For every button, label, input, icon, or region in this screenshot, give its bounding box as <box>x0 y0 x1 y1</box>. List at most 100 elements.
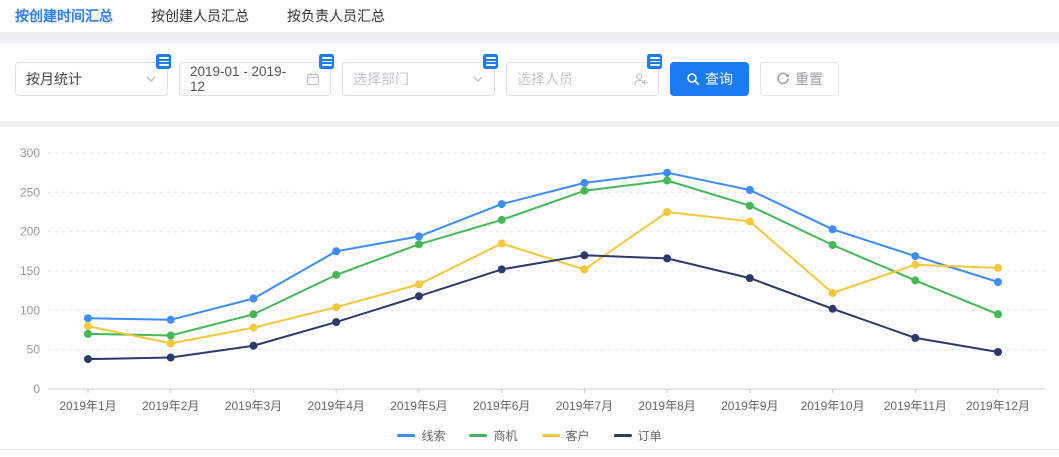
department-select[interactable]: 选择部门 <box>342 54 498 96</box>
data-point[interactable] <box>828 289 837 297</box>
data-point[interactable] <box>166 331 175 340</box>
data-point[interactable] <box>911 276 920 285</box>
x-axis-label: 2019年8月 <box>638 399 695 413</box>
legend-label: 商机 <box>493 429 518 443</box>
legend-item-客户[interactable]: 客户 <box>541 427 590 444</box>
search-button-label: 查询 <box>705 71 733 87</box>
data-point[interactable] <box>828 304 837 313</box>
series-line-商机 <box>87 179 999 337</box>
data-point[interactable] <box>332 303 341 312</box>
data-point[interactable] <box>84 322 92 331</box>
section-divider <box>0 121 1059 127</box>
data-point[interactable] <box>911 252 920 261</box>
data-point[interactable] <box>414 280 423 289</box>
legend-label: 客户 <box>565 429 590 443</box>
data-point[interactable] <box>332 318 341 327</box>
data-point[interactable] <box>497 265 506 274</box>
x-axis-label: 2019年11月 <box>884 399 947 413</box>
data-point[interactable] <box>414 240 423 249</box>
data-point[interactable] <box>994 310 1002 319</box>
data-point[interactable] <box>249 341 258 350</box>
chevron-down-icon <box>472 73 484 85</box>
data-point[interactable] <box>663 176 672 185</box>
legend-marker-icon <box>469 434 488 437</box>
data-point[interactable] <box>332 270 341 279</box>
data-point[interactable] <box>580 186 589 195</box>
data-point[interactable] <box>166 315 175 324</box>
data-point[interactable] <box>663 254 672 263</box>
chart-panel: 0 50 100 150 200 250 300 2019年1月 2019年2月 2019年3月 2… <box>0 127 1059 450</box>
data-point[interactable] <box>497 200 506 209</box>
data-point[interactable] <box>745 217 754 226</box>
data-point[interactable] <box>828 225 837 234</box>
data-point[interactable] <box>84 314 92 323</box>
legend-item-订单[interactable]: 订单 <box>613 427 662 444</box>
person-input[interactable] <box>517 71 627 87</box>
department-placeholder: 选择部门 <box>353 71 409 87</box>
data-point[interactable] <box>580 265 589 274</box>
series-line-订单 <box>87 254 999 361</box>
reset-button[interactable]: 重置 <box>760 62 839 96</box>
chevron-down-icon <box>145 73 157 85</box>
data-point[interactable] <box>414 292 423 301</box>
data-point[interactable] <box>994 263 1002 272</box>
person-picker[interactable] <box>506 54 662 96</box>
x-axis-label: 2019年7月 <box>556 399 613 413</box>
data-point[interactable] <box>249 323 258 332</box>
data-point[interactable] <box>911 333 920 342</box>
y-axis-label: 100 <box>20 303 40 317</box>
y-axis-label: 0 <box>33 382 40 396</box>
legend-marker-icon <box>541 434 560 437</box>
search-button[interactable]: 查询 <box>670 62 749 96</box>
x-axis-label: 2019年6月 <box>473 399 530 413</box>
stat-type-value: 按月统计 <box>26 71 82 87</box>
x-axis-label: 2019年9月 <box>721 399 778 413</box>
field-overlay-badge-icon[interactable] <box>647 54 662 69</box>
stat-type-select[interactable]: 按月统计 <box>15 54 171 96</box>
data-point[interactable] <box>994 348 1002 356</box>
data-point[interactable] <box>745 186 754 194</box>
search-icon <box>687 73 700 86</box>
data-point[interactable] <box>497 215 506 224</box>
data-point[interactable] <box>663 168 672 177</box>
refresh-icon <box>777 72 789 85</box>
data-point[interactable] <box>911 260 920 269</box>
legend-label: 线索 <box>421 429 446 443</box>
data-point[interactable] <box>663 208 672 216</box>
y-axis-label: 200 <box>20 225 40 239</box>
data-point[interactable] <box>332 247 341 256</box>
date-range-value: 2019-01 - 2019-12 <box>190 64 287 94</box>
tab-1[interactable]: 按创建人员汇总 <box>151 8 249 24</box>
data-point[interactable] <box>84 329 92 338</box>
y-axis-label: 300 <box>20 146 40 160</box>
data-point[interactable] <box>745 201 754 210</box>
tab-0[interactable]: 按创建时间汇总 <box>15 8 113 24</box>
add-person-icon <box>633 72 648 87</box>
field-overlay-badge-icon[interactable] <box>319 54 334 69</box>
field-overlay-badge-icon[interactable] <box>483 54 498 69</box>
tab-2[interactable]: 按负责人员汇总 <box>287 8 385 24</box>
field-overlay-badge-icon[interactable] <box>156 54 171 69</box>
data-point[interactable] <box>414 232 423 241</box>
data-point[interactable] <box>166 339 175 348</box>
data-point[interactable] <box>249 294 258 303</box>
data-point[interactable] <box>166 353 175 362</box>
data-point[interactable] <box>580 251 589 260</box>
filter-toolbar: 按月统计 2019-01 - 2019-12 选择部门 查询 重置 <box>0 43 1059 121</box>
legend-item-线索[interactable]: 线索 <box>397 427 445 444</box>
x-axis-label: 2019年12月 <box>966 399 1030 413</box>
x-axis-label: 2019年1月 <box>59 399 116 413</box>
date-range-picker[interactable]: 2019-01 - 2019-12 <box>179 54 334 96</box>
data-point[interactable] <box>249 310 258 319</box>
y-axis-label: 50 <box>27 343 41 357</box>
calendar-icon <box>306 72 320 86</box>
section-divider <box>0 33 1059 43</box>
data-point[interactable] <box>828 241 837 249</box>
data-point[interactable] <box>84 355 92 364</box>
legend-marker-icon <box>613 434 632 437</box>
legend-item-商机[interactable]: 商机 <box>469 427 518 444</box>
data-point[interactable] <box>580 178 589 187</box>
data-point[interactable] <box>994 278 1002 286</box>
data-point[interactable] <box>497 239 506 248</box>
data-point[interactable] <box>745 274 754 283</box>
